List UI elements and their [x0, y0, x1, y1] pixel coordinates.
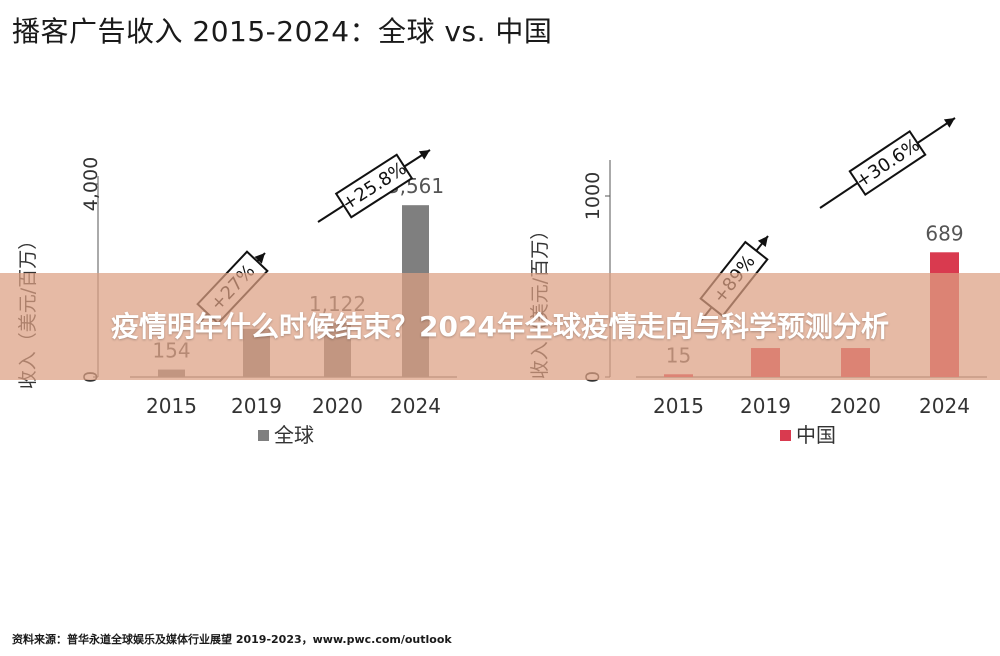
legend-label: 中国: [796, 423, 836, 447]
legend-swatch: [780, 430, 791, 441]
page-title: 播客广告收入 2015-2024：全球 vs. 中国: [12, 15, 553, 48]
overlay-headline: 疫情明年什么时候结束？2024年全球疫情走向与科学预测分析: [111, 309, 889, 343]
growth-label-box: [848, 129, 927, 197]
arrow-head: [254, 253, 265, 264]
x-tick-label: 2019: [231, 394, 282, 418]
arrow-head: [943, 118, 955, 128]
growth-label: +30.6%: [848, 129, 927, 197]
growth-arrow: +30.6%: [819, 117, 956, 209]
arrow-head: [757, 236, 768, 247]
x-tick-label: 2020: [830, 394, 881, 418]
x-tick-label: 2015: [653, 394, 704, 418]
legend-label: 全球: [274, 423, 314, 447]
overlay-banner: 疫情明年什么时候结束？2024年全球疫情走向与科学预测分析: [0, 273, 1000, 380]
x-tick-label: 2015: [146, 394, 197, 418]
x-tick-label: 2019: [740, 394, 791, 418]
growth-label: +25.8%: [334, 153, 414, 219]
data-label: 689: [925, 221, 963, 245]
y-tick-label: 4,000: [80, 157, 102, 211]
x-tick-label: 2024: [390, 394, 441, 418]
y-tick-label: 1000: [582, 172, 604, 220]
growth-label-box: [334, 153, 414, 219]
legend-swatch: [258, 430, 269, 441]
arrow-head: [418, 150, 430, 160]
x-tick-label: 2024: [919, 394, 970, 418]
x-tick-label: 2020: [312, 394, 363, 418]
source-note: 资料来源：普华永道全球娱乐及媒体行业展望 2019-2023，www.pwc.c…: [12, 633, 452, 646]
